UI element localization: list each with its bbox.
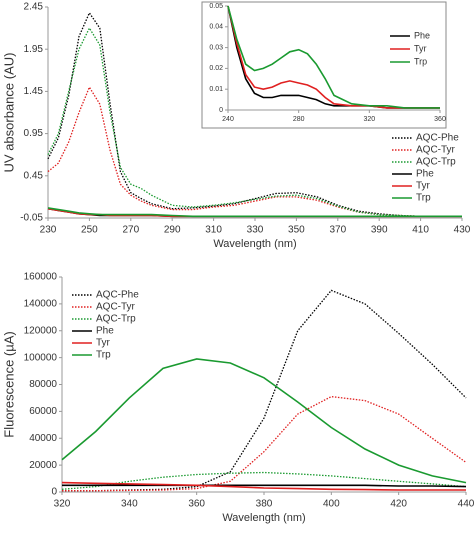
series-line (227, 5, 440, 109)
legend-label: AQC-Trp (416, 157, 456, 168)
x-tick-label: 420 (390, 499, 407, 510)
x-tick-label: 350 (288, 225, 305, 236)
legend-label: Tyr (96, 338, 111, 349)
x-tick-label: 400 (323, 499, 340, 510)
legend-label: AQC-Tyr (416, 145, 456, 156)
legend-label: Trp (416, 193, 431, 204)
x-tick-label: 430 (454, 225, 471, 236)
y-tick-label: 0.02 (209, 65, 223, 72)
y-tick-label: 0.95 (24, 128, 44, 139)
y-tick-label: 160000 (24, 272, 58, 283)
legend-label: Phe (416, 169, 434, 180)
legend-label: AQC-Trp (96, 314, 136, 325)
y-tick-label: 100000 (24, 352, 58, 363)
y-tick-label: 140000 (24, 299, 58, 310)
y-tick-label: 0 (51, 487, 57, 498)
x-tick-label: 280 (293, 116, 305, 123)
series-line (47, 26, 462, 217)
series-line (61, 481, 466, 491)
x-tick-label: 290 (164, 225, 181, 236)
inset-frame (201, 1, 447, 129)
legend-label: Phe (414, 30, 430, 40)
x-tick-label: 240 (222, 116, 234, 123)
x-axis-title: Wavelength (nm) (213, 238, 296, 250)
y-tick-label: 0.45 (24, 170, 44, 181)
y-tick-label: 80000 (29, 379, 57, 390)
x-axis-title: Wavelength (nm) (222, 512, 305, 524)
x-tick-label: 270 (122, 225, 139, 236)
legend-label: Trp (96, 350, 111, 361)
series-line (227, 5, 440, 109)
legend-label: AQC-Phe (416, 133, 459, 144)
y-tick-label: 0.03 (209, 44, 223, 51)
x-tick-label: 250 (81, 225, 98, 236)
series-line (62, 484, 467, 488)
legend-label: Tyr (414, 43, 427, 53)
x-tick-label: 340 (121, 499, 138, 510)
y-tick-label: 0.05 (209, 3, 223, 10)
y-axis-title: Fluorescence (µA) (1, 331, 16, 437)
x-tick-label: 370 (329, 225, 346, 236)
x-tick-label: 230 (40, 225, 57, 236)
legend-label: Phe (96, 326, 114, 337)
y-tick-label: 2.45 (24, 2, 44, 13)
legend-label: AQC-Phe (96, 290, 139, 301)
y-axis-title: UV absorbance (AU) (1, 53, 16, 173)
series-line (47, 11, 462, 217)
series-line (61, 358, 467, 484)
x-tick-label: 410 (412, 225, 429, 236)
y-tick-label: 1.95 (24, 44, 44, 55)
x-tick-label: 360 (434, 116, 446, 123)
y-tick-label: 0 (219, 107, 223, 114)
x-tick-label: 360 (188, 499, 205, 510)
y-tick-label: 20000 (29, 460, 57, 471)
legend-label: AQC-Tyr (96, 302, 136, 313)
series-line (47, 207, 462, 218)
y-tick-label: 0.04 (209, 24, 223, 31)
x-tick-label: 390 (371, 225, 388, 236)
series-line (62, 395, 467, 492)
y-tick-label: 60000 (29, 406, 57, 417)
x-tick-label: 310 (205, 225, 222, 236)
series-line (47, 85, 462, 217)
legend-label: Tyr (416, 181, 431, 192)
x-tick-label: 330 (247, 225, 264, 236)
y-tick-label: 0.01 (209, 86, 223, 93)
y-tick-label: 40000 (29, 433, 57, 444)
x-tick-label: 320 (363, 116, 375, 123)
x-tick-label: 320 (54, 499, 71, 510)
y-tick-label: 1.45 (24, 86, 44, 97)
y-tick-label: 120000 (24, 325, 58, 336)
legend-label: Trp (414, 56, 427, 66)
x-tick-label: 440 (458, 499, 474, 510)
x-tick-label: 380 (256, 499, 273, 510)
y-tick-label: -0.05 (20, 213, 43, 224)
